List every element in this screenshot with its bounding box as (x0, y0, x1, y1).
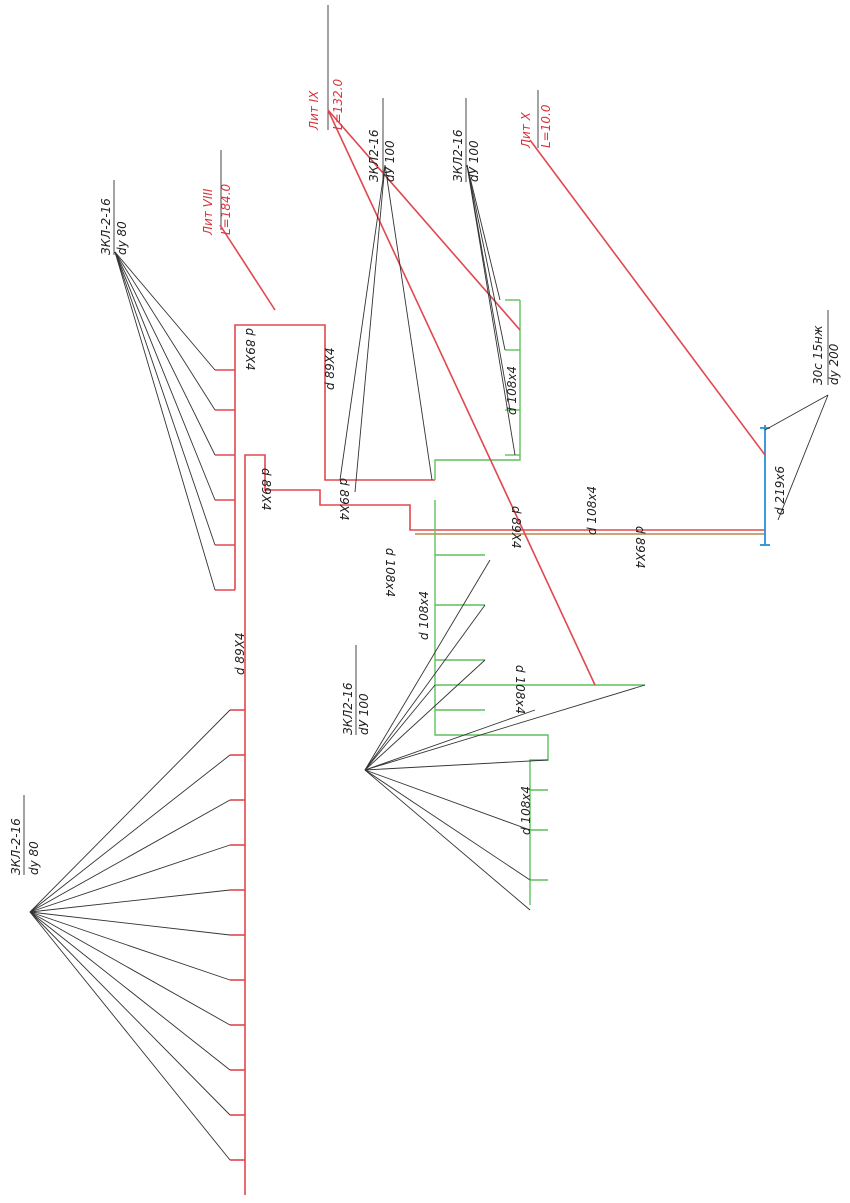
pipe-size: d 108x4 (505, 366, 519, 415)
leader (30, 845, 230, 912)
valve-name: ЗКЛ2-16 (451, 129, 465, 182)
lit-name: Лит VIII (201, 188, 215, 236)
valve-size: dУ 100 (357, 693, 371, 735)
pipe-size: d 89X4 (509, 506, 523, 549)
leader (30, 912, 230, 1025)
leader (365, 710, 535, 770)
pipe-size: d 89X4 (323, 347, 337, 390)
leader (30, 912, 230, 935)
leader (220, 225, 275, 310)
pipe-size: d 219x6 (773, 466, 787, 515)
leader (385, 165, 432, 480)
leader (355, 165, 385, 492)
valve-size: dУ 100 (383, 140, 397, 182)
leader (30, 912, 230, 980)
leader (30, 912, 230, 1160)
pipe-size: d 108x4 (383, 548, 397, 597)
pipe-size: d 89X4 (233, 632, 247, 675)
leader (115, 252, 215, 410)
valve-size: dy 80 (27, 841, 41, 875)
valve-size: dУ 100 (467, 140, 481, 182)
leader (530, 140, 765, 455)
leader (467, 165, 500, 300)
lit-name: Лит X (519, 111, 533, 149)
leader (765, 395, 828, 430)
leader (30, 800, 230, 912)
leader (328, 110, 520, 330)
leader (365, 770, 530, 830)
labels: ЗКЛ-2-16 dy 80 Лит VIII L=184.0 Лит IX L… (9, 79, 841, 875)
leader (340, 165, 385, 480)
valve-size: dy 80 (115, 221, 129, 255)
valve-name: ЗКЛ2-16 (367, 129, 381, 182)
pipe-size: d 108x4 (417, 591, 431, 640)
valve-size: dy 200 (827, 343, 841, 385)
pipe-size: d 89X4 (337, 478, 351, 521)
leader (467, 165, 505, 350)
leader (30, 710, 230, 912)
valve-name: ЗКЛ-2-16 (9, 818, 23, 875)
leader (365, 660, 485, 770)
pipe-size: d 108x4 (513, 665, 527, 714)
leader (30, 755, 230, 912)
pipe-size: d 89X4 (633, 526, 647, 569)
valve-name: ЗКЛ2-16 (341, 682, 355, 735)
pipe-size: d 108x4 (519, 786, 533, 835)
leader (115, 252, 215, 590)
leader (115, 252, 215, 545)
leader (328, 110, 595, 685)
leader (365, 770, 530, 910)
valve-name: ЗКЛ-2-16 (99, 198, 113, 255)
lit-length: L=10.0 (539, 104, 553, 148)
lit-length: L=184.0 (219, 184, 233, 235)
leader (30, 912, 230, 1115)
lit-name: Лит IX (307, 90, 321, 131)
pipe-size: d 89X4 (259, 468, 273, 511)
leader (365, 770, 530, 880)
leader (30, 890, 230, 912)
pipe-size: d 108x4 (585, 486, 599, 535)
leader (30, 912, 230, 1070)
leader (365, 685, 645, 770)
pipe-red (245, 455, 765, 1195)
leader (115, 252, 215, 370)
leader (115, 252, 215, 455)
pipe-size: d 89X4 (243, 328, 257, 371)
valve-name: 30с 15нж (811, 325, 825, 385)
leader (115, 252, 215, 500)
drawing: ЗКЛ-2-16 dy 80 Лит VIII L=184.0 Лит IX L… (0, 0, 850, 1203)
lit-length: L=132.0 (331, 79, 345, 130)
